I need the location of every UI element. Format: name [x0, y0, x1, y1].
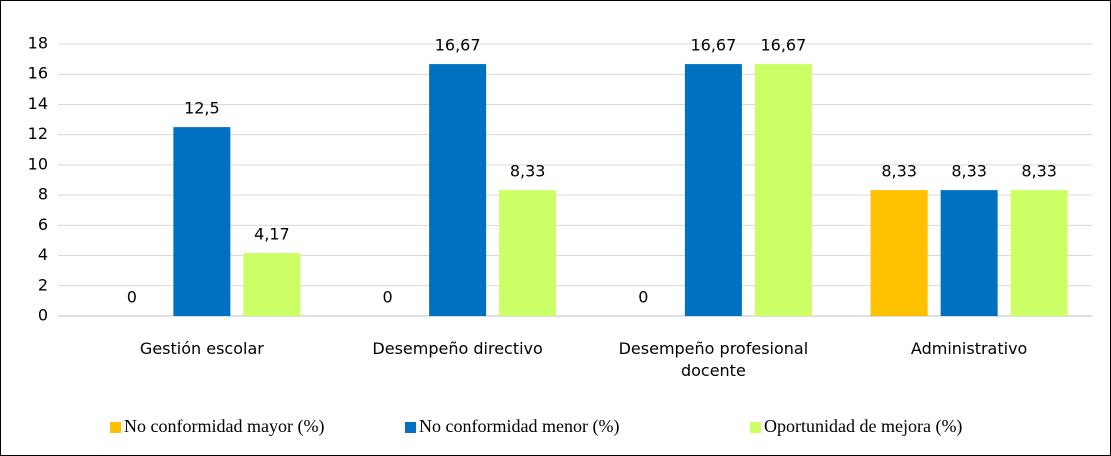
bar	[499, 190, 557, 316]
y-tick-label: 4	[38, 245, 48, 264]
bar	[940, 190, 998, 316]
data-label: 4,17	[254, 224, 290, 243]
y-tick-label: 18	[28, 34, 48, 53]
x-tick-label: Administrativo	[910, 339, 1028, 358]
legend-label: No conformidad menor (%)	[419, 416, 619, 437]
bar	[173, 127, 231, 316]
y-tick-label: 8	[38, 185, 48, 204]
x-tick-label: Desempeño directivo	[372, 339, 543, 358]
data-label: 8,33	[510, 162, 546, 181]
bar	[754, 64, 812, 316]
x-tick-label: Desempeño profesional docente	[618, 339, 809, 380]
data-label: 8,33	[1021, 162, 1057, 181]
data-label: 12,5	[184, 99, 220, 118]
y-tick-label: 0	[38, 306, 48, 325]
legend-label: Oportunidad de mejora (%)	[764, 416, 962, 437]
data-label: 8,33	[881, 162, 917, 181]
y-tick-label: 16	[28, 64, 48, 83]
bar	[1010, 190, 1068, 316]
x-tick-label: Gestión escolar	[139, 339, 264, 358]
data-label: 0	[127, 288, 137, 307]
bar	[870, 190, 928, 316]
y-tick-label: 14	[28, 94, 48, 113]
legend-label: No conformidad mayor (%)	[124, 416, 324, 437]
y-tick-label: 2	[38, 275, 48, 294]
bar	[243, 252, 301, 316]
data-label: 16,67	[760, 36, 806, 55]
y-tick-label: 10	[28, 154, 48, 173]
y-tick-label: 6	[38, 215, 48, 234]
data-label: 0	[638, 288, 648, 307]
data-label: 8,33	[951, 162, 987, 181]
bar	[429, 64, 487, 316]
legend-swatch	[750, 422, 761, 433]
data-label: 16,67	[435, 36, 481, 55]
bar	[684, 64, 742, 316]
legend-swatch	[405, 422, 416, 433]
data-label: 16,67	[690, 36, 736, 55]
legend-swatch	[110, 422, 121, 433]
y-tick-label: 12	[28, 124, 48, 143]
data-label: 0	[383, 288, 393, 307]
